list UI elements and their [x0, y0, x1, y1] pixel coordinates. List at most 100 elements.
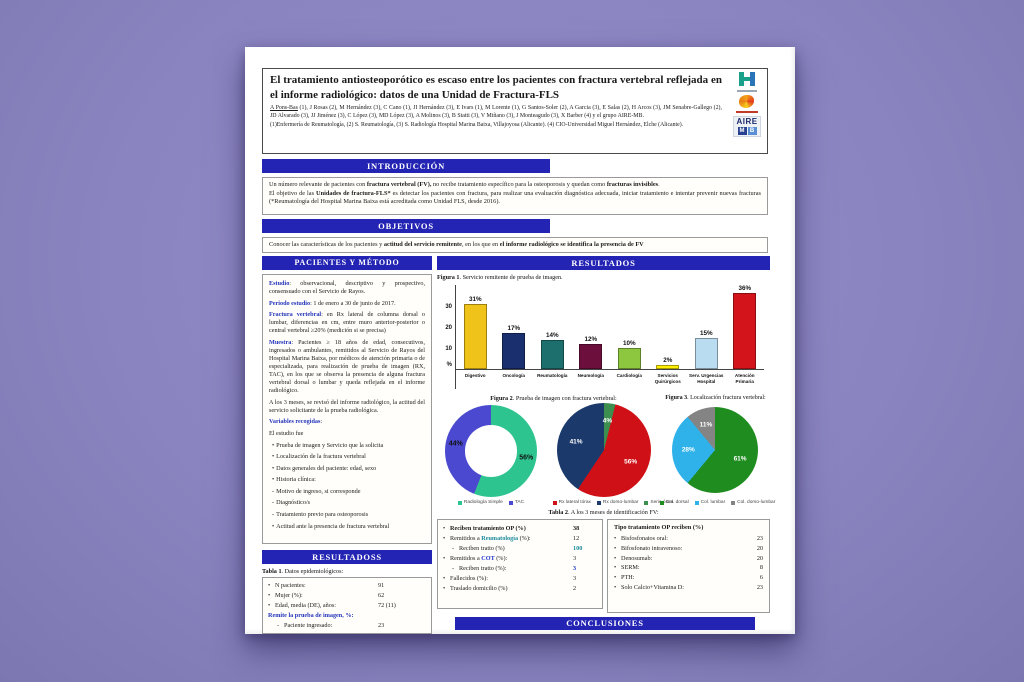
table-row: • SERM: 8 — [614, 564, 763, 572]
legend-swatch-icon — [644, 500, 649, 505]
method-paragraph: Muestra: Pacientes ≥ 18 años de edad, co… — [269, 338, 425, 395]
bar-column: 17% Oncología — [495, 285, 534, 389]
poster-authors: A Pons-Bas (1), J Rosas (2), M Hernández… — [270, 104, 722, 119]
bar-value-label: 17% — [507, 325, 521, 333]
section-header-introduccion: INTRODUCCIÓN — [262, 159, 550, 173]
aire-logo-m: M — [737, 127, 747, 135]
bar-value-label: 31% — [468, 295, 482, 303]
table-row: • Denosumab: 20 — [614, 554, 763, 562]
tabla2-right-box: Tipo tratamiento OP reciben (%) • Bisfosfo… — [607, 519, 770, 613]
legend-item: Col. dorsal — [659, 500, 689, 505]
table-row: - Reciben tratto (%) 100 — [452, 544, 583, 552]
method-paragraph: • Datos generales del paciente: edad, sex… — [272, 464, 377, 472]
legend-item: Rx dorso-lumbar — [596, 500, 639, 505]
section-header-resultadoss: RESULTADOSS — [262, 550, 432, 564]
pie-slice-label: 4% — [602, 417, 613, 425]
pie-slice-label: 41% — [569, 438, 583, 446]
method-paragraph: - Tratamiento previo para osteoporosis — [272, 510, 369, 518]
figura2-donut-chart: 56% 44% — [445, 405, 537, 497]
legend-swatch-icon — [659, 500, 664, 505]
legend-label: Col. dorsal — [665, 500, 689, 505]
legend-item: Col. lumbar — [694, 500, 726, 505]
method-paragraph: Periodo estudio: 1 de enero a 30 de juni… — [269, 299, 396, 307]
method-paragraph: • Historia clínica: — [272, 476, 316, 484]
bar-5 — [656, 364, 680, 369]
aire-logo-b: B — [747, 127, 757, 135]
bar-6 — [694, 337, 718, 369]
bar-2 — [540, 339, 564, 369]
table-row: • Remitidos a COT (%): 3 — [443, 554, 577, 562]
introduccion-box: Un número relevante de pacientes con fra… — [262, 177, 768, 215]
introduccion-line-1: Un número relevante de pacientes con fra… — [269, 181, 660, 188]
objetivos-box: Conocer las características de los pacie… — [262, 237, 768, 253]
legend-label: Rx dorso-lumbar — [602, 500, 639, 505]
bar-column: 36% Atención Primaria — [726, 285, 765, 389]
tabla2-caption: Tabla 2. A los 3 meses de identificación… — [548, 509, 659, 516]
bar-value-label: 14% — [545, 331, 559, 339]
table-row: • Bifosfonato intravenoso: 20 — [614, 544, 763, 552]
legend-item: Rx lateral tórax — [552, 500, 591, 505]
method-paragraph: - Diagnóstico/s — [272, 499, 311, 507]
bar-category-label: Servicios Quirúrgicos — [654, 373, 681, 384]
bar-column: 12% Neumología — [572, 285, 611, 389]
bar-column: 14% Reumatología — [533, 285, 572, 389]
legend-label: Col. dorso-lumbar — [737, 500, 776, 505]
table-row: - Paciente ingresado: 23 — [277, 621, 385, 629]
table-row: • Traslado domicilio (%) 2 — [443, 584, 577, 592]
pie-slice-label: 61% — [733, 455, 747, 463]
figura3-pie-chart: 61% 28% 11% — [672, 407, 758, 493]
table-row: • N pacientes: 91 — [268, 582, 385, 589]
table-row: • Mujer (%): 62 — [268, 591, 385, 599]
health-agency-logo-icon — [736, 95, 758, 113]
tabla1-box: • N pacientes: 91 • Mujer (%): 62 • Edad, media… — [262, 577, 432, 634]
bar-value-label: 2% — [663, 356, 673, 364]
bar-0 — [463, 303, 487, 369]
section-header-pacientes-metodo: PACIENTES Y MÉTODO — [262, 256, 432, 270]
poster-sheet: El tratamiento antiosteoporótico es esca… — [245, 47, 795, 634]
method-paragraph: • Actitud ante la presencia de fractura v… — [272, 522, 390, 530]
table-row: • Bisfosfonatos oral: 23 — [614, 534, 763, 542]
poster-header: El tratamiento antiosteoporótico es esca… — [262, 68, 768, 154]
table-row: • Fallecidos (%): 3 — [443, 574, 577, 582]
tabla2-left-box: • Reciben tratamiento OP (%) 38 • Remitidos … — [437, 519, 603, 609]
pie-slice-label: 56% — [624, 458, 638, 466]
figura2-donut-legend: Radiología Simple TAC — [435, 500, 547, 505]
poster-title: El tratamiento antiosteoporótico es esca… — [270, 74, 722, 101]
method-paragraph: - Motivo de ingreso, si corresponde — [272, 487, 361, 495]
legend-swatch-icon — [552, 500, 557, 505]
figura2-caption: Figura 2. Prueba de imagen con fractura … — [490, 395, 617, 402]
legend-swatch-icon — [457, 500, 462, 505]
bar-category-label: Neumología — [577, 373, 604, 378]
table-row: • Edad, media (DE), años: 72 (11) — [268, 601, 396, 609]
objetivos-line: Conocer las características de los pacie… — [269, 240, 644, 248]
pie-slice-label: 11% — [699, 421, 713, 429]
bar-category-label: Cardiología — [616, 373, 642, 378]
pie-slice-label: 56% — [519, 454, 534, 462]
method-paragraph: • Prueba de imagen y Servicio que la soli… — [272, 441, 384, 449]
figura2-pie-chart: 56% 41% 4% — [557, 403, 651, 497]
figura3-caption: Figura 3. Localización fractura vertebra… — [665, 395, 766, 401]
method-paragraph: Fractura vertebral: en Rx lateral de col… — [269, 311, 425, 335]
introduccion-line-2: El objetivo de las Unidades de fractura-… — [269, 189, 762, 206]
tabla1-caption: Tabla 1. Datos epidemiológicos: — [262, 568, 344, 575]
legend-swatch-icon — [508, 500, 513, 505]
bar-4 — [617, 348, 641, 369]
legend-label: Rx lateral tórax — [558, 500, 591, 505]
aire-mb-logo: AIRE M B — [733, 116, 761, 137]
donut-hole — [465, 425, 517, 477]
table-row: - Reciben tratto (%): 3 — [452, 564, 577, 572]
metodo-box: Estudio: observacional, descriptivo y pr… — [262, 274, 432, 544]
legend-label: Col. lumbar — [700, 500, 726, 505]
figura3-pie-legend: Col. dorsal Col. lumbar Col. dorso-lumbar — [659, 500, 775, 505]
legend-label: Radiología Simple — [463, 500, 503, 505]
bar-chart-plot-area: 31% Digestivo 17% Oncología 14% Reumatología 1… — [455, 285, 764, 389]
bar-value-label: 10% — [622, 340, 636, 347]
y-axis-tick: 30 — [445, 304, 452, 310]
table-row: Remite la prueba de imagen, %: — [268, 611, 354, 619]
poster-affiliations: (1)Enfermería de Reumatología, (2) S. Re… — [270, 121, 684, 128]
legend-swatch-icon — [694, 500, 699, 505]
bar-column: 31% Digestivo — [456, 285, 495, 389]
aire-logo-text: AIRE — [736, 117, 758, 126]
table-row: • Reciben tratamiento OP (%) 38 — [443, 525, 580, 532]
